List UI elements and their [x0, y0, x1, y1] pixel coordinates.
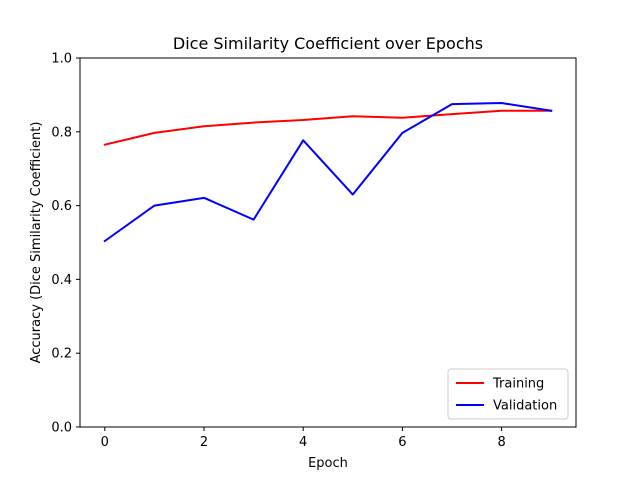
y-axis: 0.0 0.2 0.4 0.6 0.8 1.0: [51, 52, 80, 436]
x-axis: 0 2 4 6 8: [101, 427, 506, 450]
y-tick-label: 0.4: [51, 273, 72, 288]
series-layer: [103, 102, 553, 243]
x-tick-label: 0: [101, 435, 109, 450]
series-line-validation: [103, 102, 553, 243]
y-tick-label: 1.0: [51, 52, 72, 67]
series-line-training: [103, 109, 553, 146]
legend-label-validation: Validation: [493, 399, 557, 414]
y-tick-label: 0.8: [51, 125, 72, 140]
x-tick-label: 2: [200, 435, 208, 450]
x-tick-label: 6: [398, 435, 406, 450]
x-tick-label: 8: [497, 435, 505, 450]
chart-title: Dice Similarity Coefficient over Epochs: [173, 34, 483, 53]
legend-box: [447, 368, 569, 420]
legend: Training Validation: [447, 368, 569, 420]
legend-label-training: Training: [492, 377, 544, 392]
x-tick-label: 4: [299, 435, 307, 450]
y-tick-label: 0.0: [51, 421, 72, 436]
y-tick-label: 0.2: [51, 347, 72, 362]
y-tick-label: 0.6: [51, 199, 72, 214]
y-axis-label: Accuracy (Dice Similarity Coefficient): [29, 122, 44, 364]
axes-frame: [79, 57, 577, 428]
x-axis-label: Epoch: [308, 456, 348, 471]
